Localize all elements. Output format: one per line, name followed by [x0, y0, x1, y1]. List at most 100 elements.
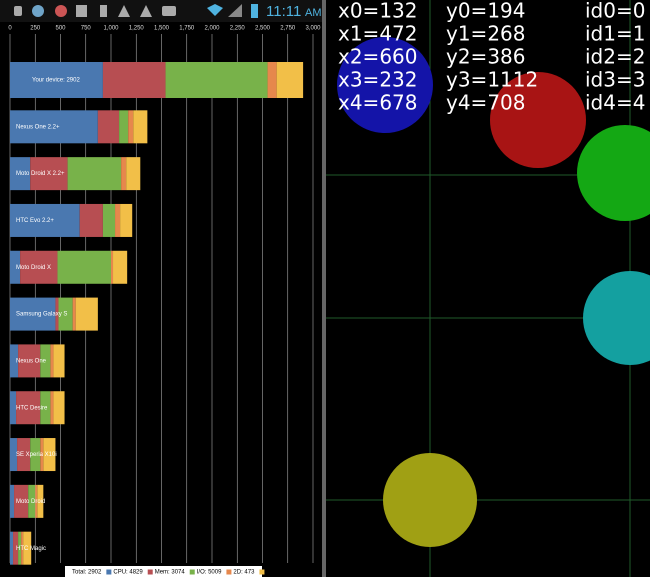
bar-segment — [17, 438, 31, 472]
x-tick-label: 2,250 — [230, 26, 246, 32]
bar-segment — [111, 250, 114, 284]
bar-segment — [10, 203, 80, 237]
bar-segment — [40, 391, 51, 425]
bar-segment — [10, 531, 14, 565]
bar-label: Nexus One — [16, 358, 47, 364]
bar-segment — [50, 344, 54, 378]
legend-swatch — [259, 569, 265, 575]
bar-segment — [18, 531, 22, 565]
status-ampm: AM — [305, 7, 322, 19]
bar-segment — [10, 250, 21, 284]
x-tick-label: 750 — [81, 26, 92, 32]
bar-segment — [10, 297, 56, 331]
legend-swatch — [106, 569, 112, 575]
bar-segment — [14, 484, 29, 518]
bar-segment — [10, 438, 18, 472]
bar-segment — [10, 157, 31, 191]
bar-segment — [276, 62, 304, 98]
touch-readout: x0=132 y0=194 id0=0 x1=472 y1=268 id1=1 x2=660… — [338, 0, 645, 115]
bar-segment — [16, 391, 41, 425]
bar-segment — [133, 110, 148, 144]
bar-segment — [35, 484, 38, 518]
bar-label: Moto Droid X 2.2+ — [16, 171, 65, 177]
bar-segment — [10, 110, 98, 144]
bar-label: Moto Droid X — [16, 265, 51, 271]
touch-value: y3=1112 — [446, 68, 538, 92]
bar-segment — [53, 391, 65, 425]
touch-value: x0=132 — [338, 0, 418, 23]
touch-value: y4=708 — [446, 91, 526, 115]
bar-segment — [23, 531, 32, 565]
bar-segment — [53, 344, 65, 378]
bar-segment — [75, 297, 98, 331]
touch-value: y0=194 — [446, 0, 526, 23]
bar-label: HTC Desire — [16, 405, 48, 411]
bar-segment — [50, 391, 54, 425]
bar-segment — [13, 531, 19, 565]
touch-value: x3=232 — [338, 68, 418, 92]
x-tick-label: 1,500 — [154, 26, 170, 32]
bar-segment — [10, 62, 103, 98]
bar-segment — [55, 297, 59, 331]
bar-segment — [119, 110, 129, 144]
touch-points — [337, 37, 650, 547]
bar-segment — [58, 297, 73, 331]
bar-segment — [102, 203, 116, 237]
legend-entry: 3D: 1126 — [266, 570, 291, 576]
x-tick-label: 250 — [30, 26, 41, 32]
legend-entry: Mem: 3074 — [155, 570, 186, 576]
bar-segment — [57, 250, 111, 284]
bar-segment — [37, 484, 44, 518]
bar-segment — [72, 297, 76, 331]
bar-segment — [120, 203, 133, 237]
touch-value: id1=1 — [585, 22, 645, 46]
bar-segment — [165, 62, 268, 98]
bar-segment — [67, 157, 122, 191]
x-tick-label: 2,000 — [204, 26, 220, 32]
bar-segment — [79, 203, 103, 237]
touch-value: id4=4 — [585, 91, 645, 115]
x-tick-label: 2,750 — [280, 26, 296, 32]
bar-label: Nexus One 2.2+ — [16, 124, 60, 130]
touch-value: id3=3 — [585, 68, 645, 92]
bar-segment — [30, 438, 41, 472]
status-icons — [14, 4, 258, 18]
legend-box — [65, 566, 262, 577]
bar-segment — [43, 438, 56, 472]
bar-segment — [126, 157, 141, 191]
x-tick-label: 500 — [55, 26, 66, 32]
bar-label: Moto Droid — [16, 499, 45, 505]
bar-segment — [10, 391, 17, 425]
bar-label: Your device: 2902 — [32, 78, 80, 84]
bar-segment — [40, 438, 44, 472]
bar-segment — [113, 250, 128, 284]
bar-segment — [97, 110, 120, 144]
legend-entry: CPU: 4829 — [113, 570, 143, 576]
touch-value: id0=0 — [585, 0, 645, 23]
legend-total: Total: 2902 — [72, 570, 102, 576]
divider — [322, 0, 326, 577]
legend-swatch — [226, 569, 232, 575]
touch-value: x2=660 — [338, 45, 418, 69]
bar-segment — [121, 157, 127, 191]
legend-swatch — [189, 569, 195, 575]
status-time: 11:11 — [266, 3, 301, 20]
legend-swatch — [147, 569, 153, 575]
x-tick-label: 1,750 — [179, 26, 195, 32]
bar-segment — [21, 531, 24, 565]
bar-segment — [115, 203, 121, 237]
bar-segment — [28, 484, 36, 518]
touch-value: y1=268 — [446, 22, 526, 46]
bar-segment — [10, 344, 19, 378]
touch-value: y2=386 — [446, 45, 526, 69]
bar-segment — [40, 344, 51, 378]
bar-label: Samsung Galaxy S — [16, 312, 67, 318]
x-tick-label: 0 — [8, 26, 12, 32]
bar-segment — [267, 62, 277, 98]
bar-segment — [10, 484, 15, 518]
bar-label: HTC Magic — [16, 546, 46, 552]
x-tick-label: 3,000 — [305, 26, 321, 32]
touch-value: x4=678 — [338, 91, 418, 115]
touch-value: id2=2 — [585, 45, 645, 69]
